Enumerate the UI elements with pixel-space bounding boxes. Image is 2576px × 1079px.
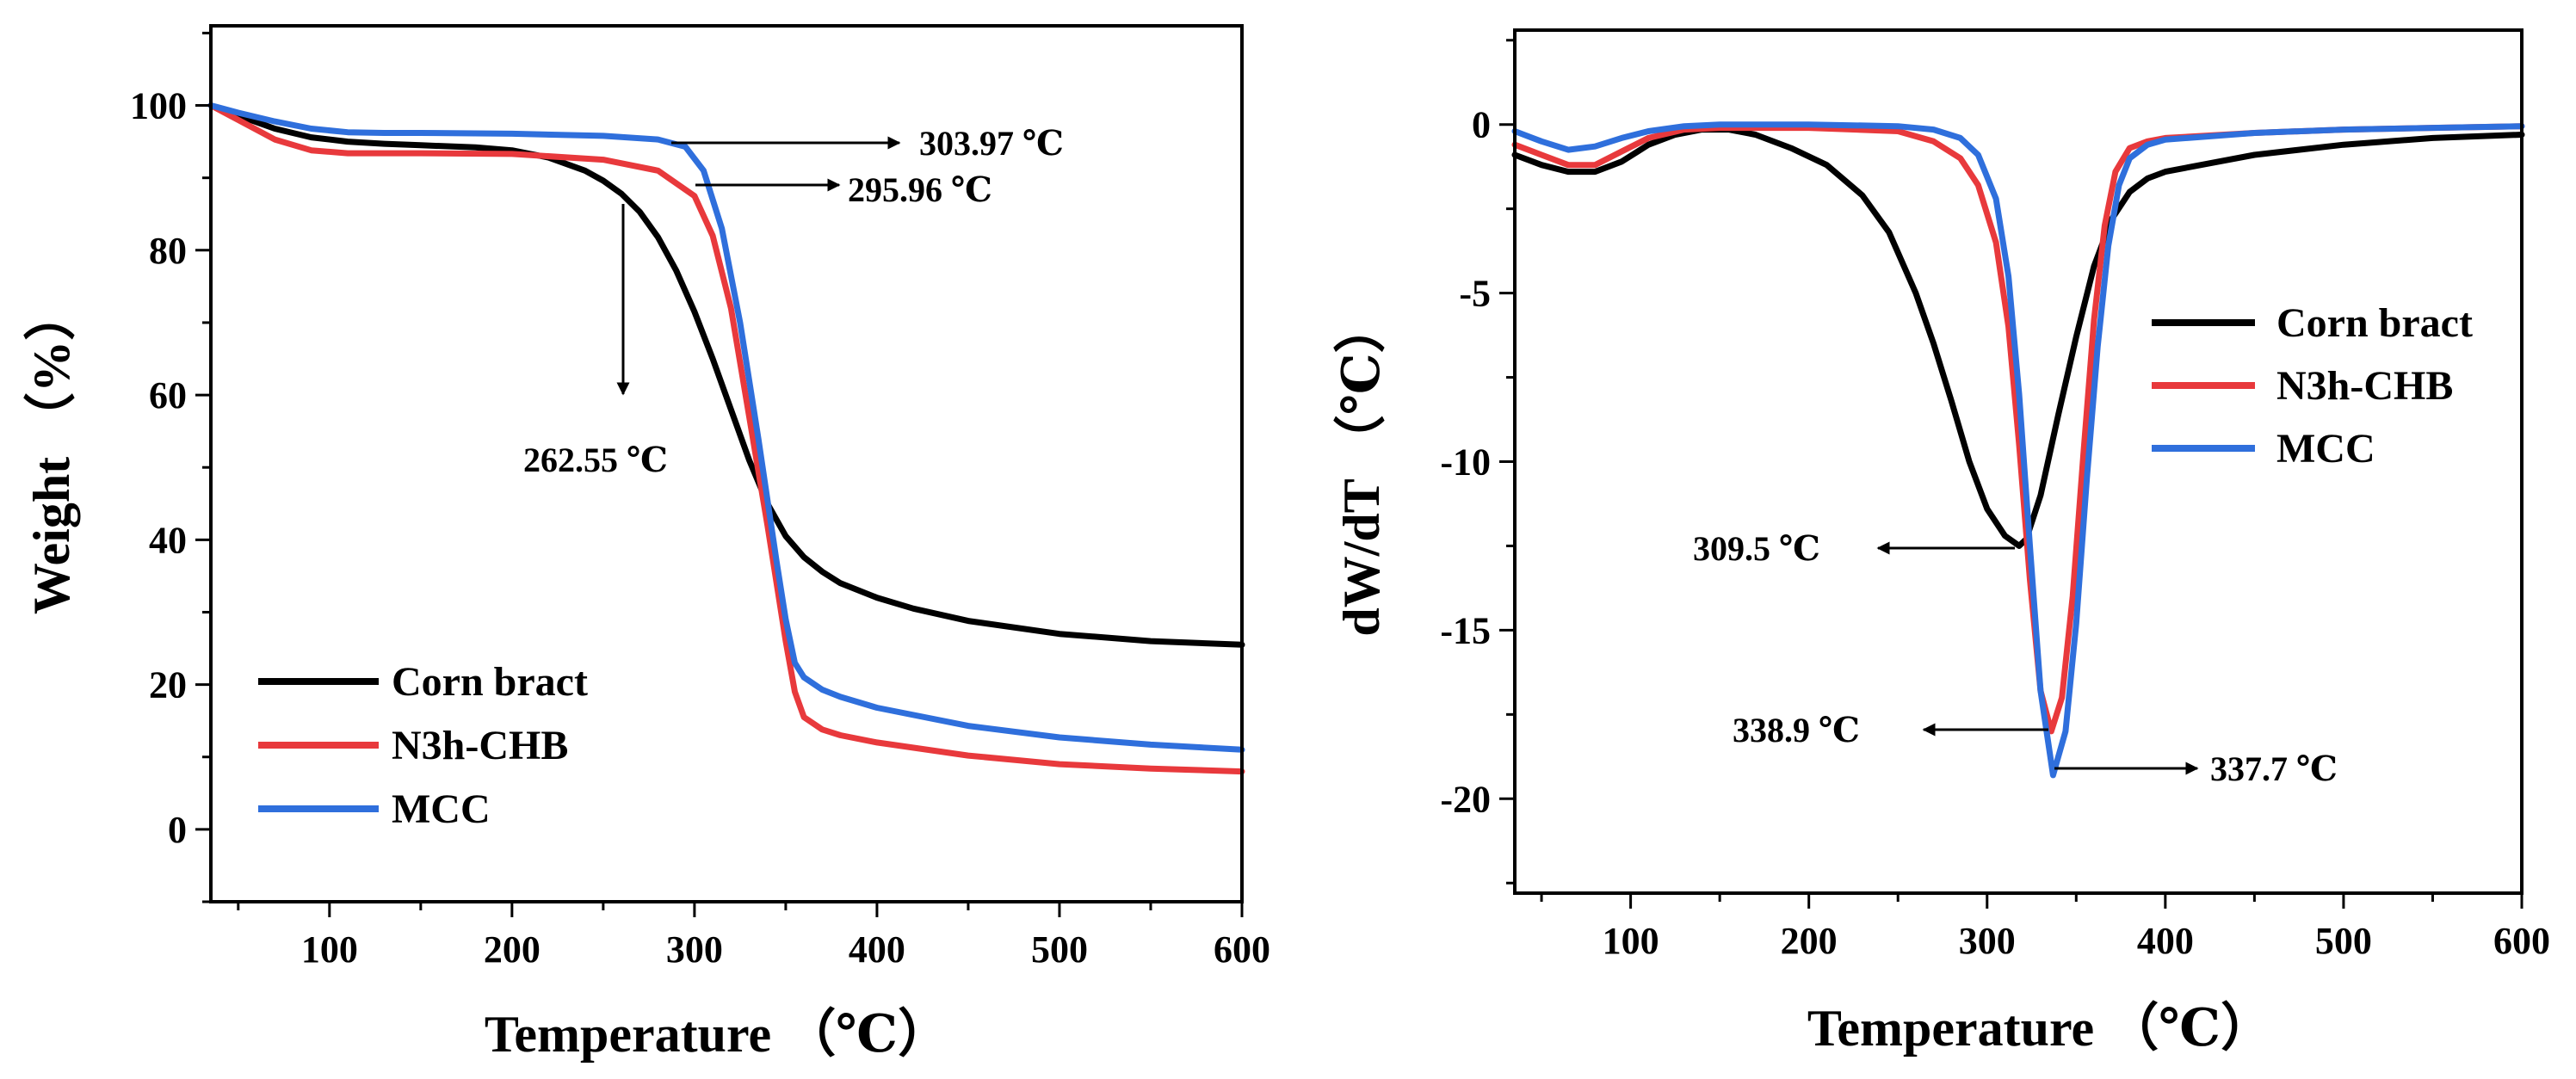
tga-y-tick-label-20: 20	[149, 664, 187, 706]
tga-annotation-3: 262.55 ℃	[523, 441, 668, 479]
tga-series-line-mcc	[207, 102, 1245, 753]
tga-plot-area: 100 200 300 400 500 600 0 20 40 60 80 100	[130, 24, 1270, 971]
dtg-legend-label-corn-bract: Corn bract	[2276, 300, 2473, 346]
tga-x-tick-label-100: 100	[301, 928, 358, 971]
tga-panel: 100 200 300 400 500 600 0 20 40 60 80 100 Corn brac…	[22, 24, 1270, 1063]
dtg-annotation-2: 338.9 ℃	[1733, 711, 1860, 749]
dtg-plot-area: 100 200 300 400 500 600 0 -5 -10 -15 -20	[1440, 28, 2550, 962]
tga-y-tick-label-0: 0	[168, 809, 187, 851]
tga-series-line-n3h-chb	[207, 102, 1245, 775]
tga-annotation-1: 303.97 ℃	[919, 124, 1064, 163]
dtg-series-line-mcc	[1511, 121, 2525, 779]
tga-y-tick-label-60: 60	[149, 374, 187, 416]
dtg-x-tick-label-200: 200	[1781, 920, 1838, 962]
tga-x-tick-label-300: 300	[666, 928, 723, 971]
dtg-y-tick-label-m10: -10	[1440, 441, 1491, 484]
tga-series-line-corn-bract	[207, 102, 1245, 648]
tga-y-tick-label-80: 80	[149, 230, 187, 272]
dtg-series-line-corn-bract	[1511, 126, 2525, 549]
dtg-y-tick-label-m20: -20	[1440, 778, 1491, 820]
dtg-legend: Corn bract N3h-CHB MCC	[2152, 300, 2473, 472]
tga-annotations: 303.97 ℃ 295.96 ℃ 262.55 ℃	[523, 124, 1064, 479]
tga-legend-label-mcc: MCC	[392, 786, 491, 832]
dtg-annotations: 309.5 ℃ 338.9 ℃ 337.7 ℃	[1693, 529, 2338, 788]
tga-x-tick-label-200: 200	[484, 928, 541, 971]
dtg-y-axis-title: dW/dT （℃）	[1332, 301, 1390, 636]
tga-x-tick-label-500: 500	[1031, 928, 1088, 971]
tga-legend-label-corn-bract: Corn bract	[392, 659, 588, 705]
dtg-annotation-3: 337.7 ℃	[2210, 749, 2338, 788]
dtg-x-tick-label-600: 600	[2493, 920, 2550, 962]
tga-y-axis-title: Weight （%）	[22, 289, 80, 614]
dtg-x-tick-label-400: 400	[2137, 920, 2194, 962]
dtg-x-axis-title: Temperature （℃）	[1807, 999, 2272, 1057]
tga-y-tick-label-100: 100	[130, 85, 187, 127]
tga-x-axis-title: Temperature （℃）	[485, 1005, 949, 1063]
dtg-y-tick-label-m5: -5	[1459, 273, 1491, 315]
dtg-x-tick-label-300: 300	[1959, 920, 2016, 962]
tga-plot-frame	[209, 24, 1244, 903]
tga-annotation-2: 295.96 ℃	[848, 170, 992, 209]
dtg-legend-label-mcc: MCC	[2276, 426, 2375, 472]
dtg-y-tick-label-0: 0	[1472, 104, 1491, 146]
tga-x-tick-label-600: 600	[1214, 928, 1270, 971]
dtg-legend-label-n3h-chb: N3h-CHB	[2276, 363, 2453, 409]
tga-y-tick-label-40: 40	[149, 519, 187, 561]
tga-x-tick-label-400: 400	[849, 928, 905, 971]
dtg-annotation-1: 309.5 ℃	[1693, 529, 1820, 568]
dtg-y-tick-label-m15: -15	[1440, 609, 1491, 651]
dtg-panel: 100 200 300 400 500 600 0 -5 -10 -15 -20 Corn brac…	[1332, 28, 2550, 1057]
tga-legend-label-n3h-chb: N3h-CHB	[392, 723, 568, 768]
dtg-x-tick-label-500: 500	[2315, 920, 2372, 962]
dtg-x-tick-label-100: 100	[1603, 920, 1659, 962]
tga-legend: Corn bract N3h-CHB MCC	[258, 659, 588, 832]
